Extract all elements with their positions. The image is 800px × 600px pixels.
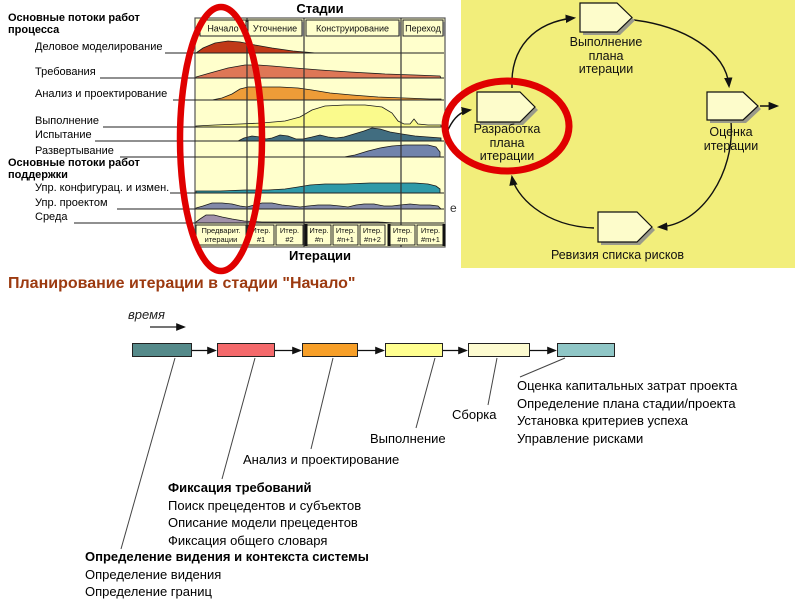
annotation-line: Выполнение bbox=[370, 431, 446, 446]
timeline-activity-box bbox=[302, 343, 358, 357]
annotation-line: Фиксация общего словаря bbox=[168, 532, 328, 548]
annotation-line: Определение границ bbox=[85, 584, 212, 599]
annotation-leader-line bbox=[487, 357, 498, 406]
discipline-label: Упр. конфигурац. и измен. bbox=[35, 182, 170, 194]
timeline-activity-box bbox=[468, 343, 530, 357]
iteration-label: #n+2 bbox=[364, 235, 381, 244]
iteration-label: Предварит. bbox=[201, 226, 240, 235]
annotation-line: Поиск прецедентов и субъектов bbox=[168, 497, 362, 513]
cycle-flow-arrow bbox=[509, 174, 595, 229]
workload-hump bbox=[211, 86, 442, 101]
timeline-activity-box bbox=[557, 343, 615, 357]
activity-node-execute bbox=[579, 2, 633, 33]
cycle-flow-arrow bbox=[511, 14, 577, 89]
discipline-label: Развертывание bbox=[35, 145, 114, 157]
annotation-block: Фиксация требований Поиск прецедентов и с… bbox=[168, 479, 361, 549]
cycle-flow-arrow bbox=[656, 121, 732, 231]
annotation-block: Определение видения и контекста системы О… bbox=[85, 548, 369, 600]
iteration-label: #n+1 bbox=[337, 235, 354, 244]
activity-node-plan bbox=[476, 91, 536, 123]
phase-header-box bbox=[402, 19, 444, 37]
iteration-label: Итер. bbox=[251, 226, 270, 235]
iteration-label: Итер. bbox=[393, 226, 412, 235]
annotation-line: Установка критериев успеха bbox=[517, 413, 688, 428]
annotation-leader-line bbox=[310, 357, 334, 450]
discipline-label: Требования bbox=[35, 66, 96, 78]
iteration-label: #m bbox=[397, 235, 407, 244]
iteration-label: #2 bbox=[285, 235, 293, 244]
iteration-box bbox=[359, 224, 386, 246]
slide-title: Планирование итерации в стадии "Начало" bbox=[8, 275, 356, 292]
cycle-flow-arrow bbox=[633, 19, 733, 89]
iteration-label: Итер. bbox=[309, 226, 328, 235]
iteration-label: Итер. bbox=[421, 226, 440, 235]
annotation-line: Анализ и проектирование bbox=[243, 452, 400, 467]
cycle-node-label-assess: Оценка итерации bbox=[703, 125, 759, 153]
phase-header-box bbox=[305, 19, 400, 37]
timeline-activity-box bbox=[385, 343, 443, 357]
phase-header-label: Переход bbox=[405, 24, 441, 34]
annotation-line: Определение плана стадии/проекта bbox=[517, 395, 736, 411]
process-group-title: Основные потоки работ процесса bbox=[8, 12, 140, 36]
discipline-label: Испытание bbox=[35, 129, 92, 141]
phase-header-label: Конструирование bbox=[316, 24, 389, 34]
hump-chart-canvas: Начало Уточнение Конструирование Переход Пре… bbox=[74, 3, 446, 275]
annotation-line: Управление рисками bbox=[517, 430, 644, 446]
iteration-label: #n bbox=[315, 235, 323, 244]
annotation-block: Оценка капитальных затрат проекта Определ… bbox=[517, 377, 737, 447]
timeline-activity-box bbox=[132, 343, 192, 357]
workload-hump bbox=[343, 144, 441, 158]
annotation-block: Анализ и проектирование bbox=[243, 451, 399, 469]
cycle-node-label-plan: Разработка плана итерации bbox=[473, 122, 541, 163]
annotation-leader-line bbox=[415, 357, 436, 429]
activity-node-revise bbox=[597, 211, 653, 243]
annotation-line: Сборка bbox=[452, 407, 497, 422]
phase-header-label: Уточнение bbox=[253, 24, 297, 34]
cycle-node-label-execute: Выполнение плана итерации bbox=[569, 35, 643, 76]
annotation-block: Выполнение bbox=[370, 430, 446, 448]
stray-letter: е bbox=[450, 201, 457, 215]
iteration-label: Итер. bbox=[363, 226, 382, 235]
iterations-axis-title: Итерации bbox=[288, 248, 352, 263]
discipline-label: Выполнение bbox=[35, 115, 100, 127]
iteration-label: #1 bbox=[257, 235, 265, 244]
rup-hump-chart: Начало Уточнение Конструирование Переход Пре… bbox=[0, 0, 460, 275]
iteration-label: Итер. bbox=[280, 226, 299, 235]
discipline-label: Деловое моделирование bbox=[35, 41, 163, 53]
highlight-ellipse-plan-node bbox=[441, 77, 573, 175]
discipline-label: Анализ и проектирование bbox=[35, 88, 168, 100]
iteration-label: #m+1 bbox=[421, 235, 440, 244]
annotation-leader-line bbox=[519, 357, 566, 378]
support-group-title: Основные потоки работ поддержки bbox=[8, 157, 140, 181]
annotation-leader-line bbox=[120, 357, 176, 550]
phase-header-box bbox=[247, 19, 303, 37]
iteration-box bbox=[275, 224, 304, 246]
activity-node-assess bbox=[706, 91, 759, 121]
annotation-line: Описание модели прецедентов bbox=[168, 515, 358, 530]
time-axis-label: время bbox=[128, 307, 165, 322]
iteration-box bbox=[332, 224, 359, 246]
iteration-cycle-diagram bbox=[440, 0, 800, 270]
iteration-label: итерации bbox=[205, 235, 238, 244]
annotation-line: Определение видения bbox=[85, 566, 222, 582]
iteration-label: Итер. bbox=[336, 226, 355, 235]
phase-header-label: Начало bbox=[207, 24, 238, 34]
annotation-block: Сборка bbox=[452, 406, 497, 424]
highlight-ellipse-inception bbox=[176, 3, 266, 275]
discipline-label: Упр. проектом bbox=[35, 197, 108, 209]
timeline-activity-box bbox=[217, 343, 275, 357]
cycle-flow-arrow bbox=[447, 107, 473, 131]
workload-hump bbox=[195, 104, 442, 128]
stages-axis-title: Стадии bbox=[296, 1, 344, 16]
annotation-heading: Определение видения и контекста системы bbox=[85, 549, 369, 564]
cycle-node-label-revise: Ревизия списка рисков bbox=[550, 248, 685, 262]
annotation-heading: Фиксация требований bbox=[168, 480, 312, 495]
annotation-line: Оценка капитальных затрат проекта bbox=[517, 378, 738, 393]
discipline-label: Среда bbox=[35, 211, 68, 223]
cycle-canvas bbox=[441, 0, 795, 268]
